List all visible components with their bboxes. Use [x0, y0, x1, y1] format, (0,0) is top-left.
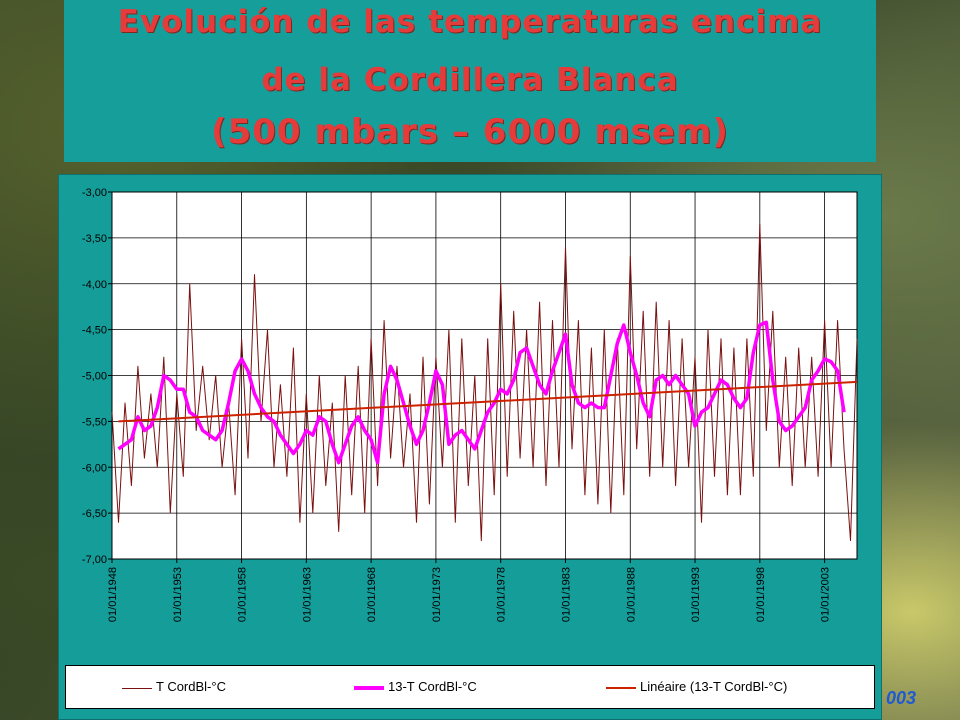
x-tick-label: 01/01/1988	[625, 567, 637, 622]
y-tick-label: -6,00	[82, 462, 107, 474]
legend-swatch-raw	[122, 688, 152, 689]
y-tick-label: -7,00	[82, 554, 107, 566]
x-tick-label: 01/01/1978	[496, 567, 508, 622]
title-line-3: (500 mbars – 6000 msem)	[211, 112, 729, 152]
legend-label-raw: T CordBl-°C	[156, 679, 226, 694]
legend-label-trend: Linéaire (13-T CordBl-°C)	[640, 679, 788, 694]
y-tick-label: -4,00	[82, 279, 107, 291]
chart-legend: T CordBl-°C 13-T CordBl-°C Linéaire (13-…	[65, 665, 875, 709]
title-box: Evolución de las temperaturas encima de …	[64, 0, 876, 162]
x-tick-label: 01/01/2003	[820, 567, 832, 622]
legend-swatch-trend	[606, 687, 636, 689]
title-line-1: Evolución de las temperaturas encima	[117, 4, 823, 40]
y-tick-label: -5,00	[82, 371, 107, 383]
legend-swatch-smooth	[354, 686, 384, 690]
x-tick-label: 01/01/1983	[560, 567, 572, 622]
series-smooth-line	[117, 320, 846, 465]
y-tick-label: -3,50	[82, 233, 107, 245]
x-tick-label: 01/01/1958	[237, 567, 249, 622]
x-tick-label: 01/01/1998	[755, 567, 767, 622]
y-tick-label: -5,50	[82, 416, 107, 428]
y-tick-label: -3,00	[82, 187, 107, 199]
temperature-chart: -3,00 -3,50 -4,00 -4,50 -5,00 -5,50 -6,00 -6,50…	[82, 187, 858, 622]
y-tick-label: -4,50	[82, 325, 107, 337]
y-tick-label: -6,50	[82, 508, 107, 520]
legend-label-smooth: 13-T CordBl-°C	[388, 679, 477, 694]
corner-text: 003	[885, 688, 916, 708]
series-trend-line	[118, 380, 858, 423]
series-raw-line	[111, 223, 858, 542]
x-tick-label: 01/01/1968	[366, 567, 378, 622]
x-tick-label: 01/01/1963	[301, 567, 313, 622]
x-tick-label: 01/01/1993	[690, 567, 702, 622]
x-tick-label: 01/01/1948	[107, 567, 119, 622]
x-tick-label: 01/01/1953	[172, 567, 184, 622]
chart-panel: -3,00 -3,50 -4,00 -4,50 -5,00 -5,50 -6,00 -6,50…	[58, 174, 882, 720]
x-tick-label: 01/01/1973	[431, 567, 443, 622]
title-line-2: de la Cordillera Blanca	[261, 62, 679, 98]
